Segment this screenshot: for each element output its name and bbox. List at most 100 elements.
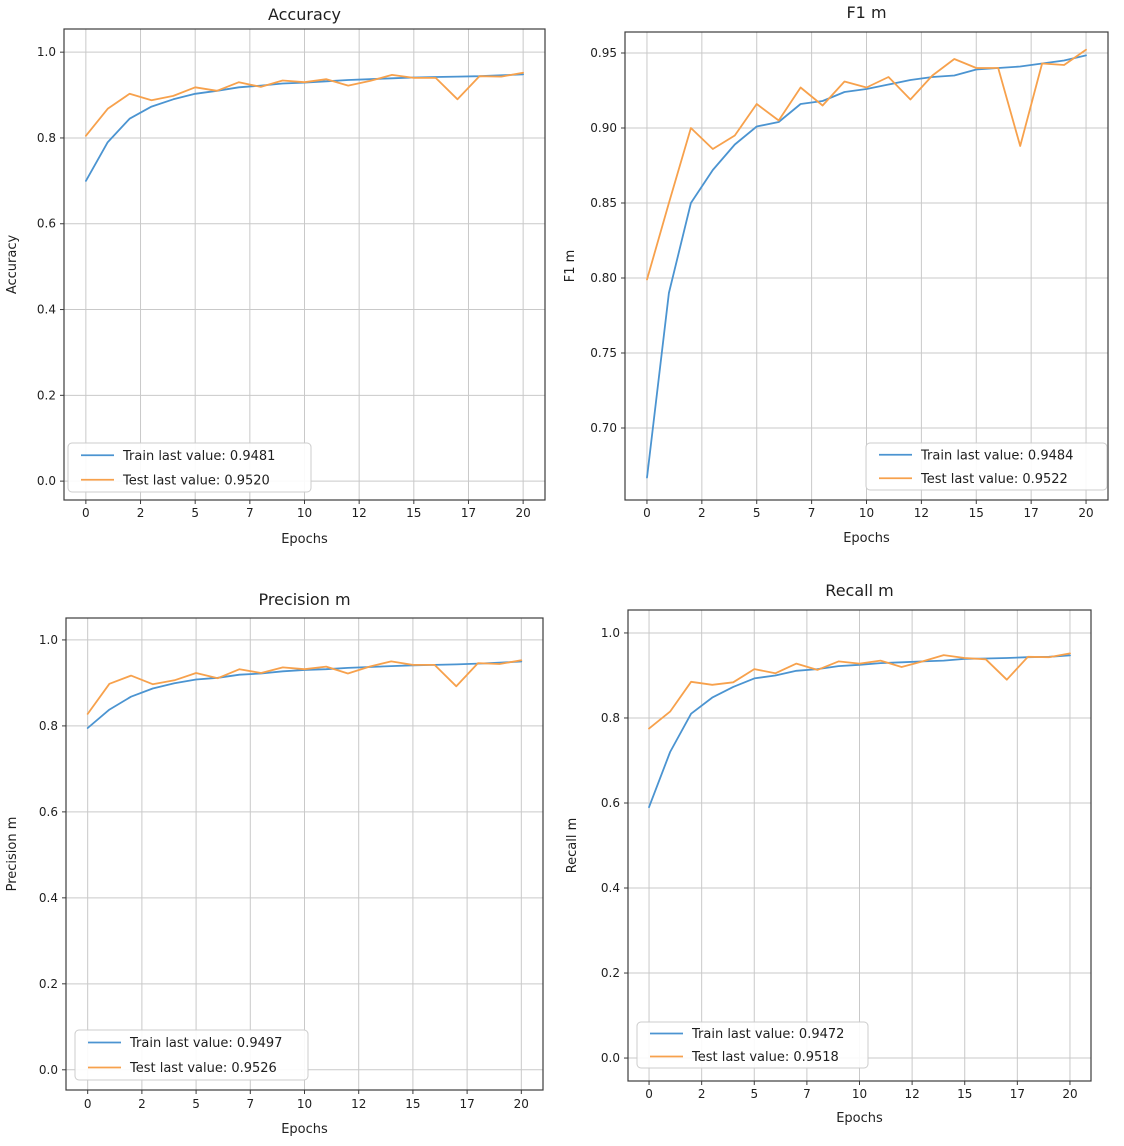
accuracy-ytick-label: 1.0 bbox=[37, 45, 56, 59]
accuracy-grid bbox=[64, 29, 545, 500]
recall-title: Recall m bbox=[825, 581, 893, 600]
accuracy-xtick-label: 0 bbox=[82, 506, 90, 520]
accuracy-legend-label-train: Train last value: 0.9481 bbox=[122, 449, 275, 464]
recall-ytick-label: 0.0 bbox=[601, 1051, 620, 1065]
precision-ytick-label: 0.6 bbox=[39, 805, 58, 819]
recall-xtick-label: 20 bbox=[1062, 1087, 1077, 1101]
precision-grid bbox=[66, 618, 543, 1090]
precision-xtick-label: 12 bbox=[351, 1097, 366, 1111]
f1-xtick-label: 2 bbox=[698, 506, 706, 520]
chart-recall: 0 2 5 7 10 12 15 17 20 0.0 0.2 0.4 0.6 0.8 1.0 Recall m… bbox=[562, 573, 1124, 1146]
f1-test-line bbox=[646, 48, 1087, 281]
precision-title: Precision m bbox=[258, 590, 350, 609]
f1-title: F1 m bbox=[846, 3, 886, 22]
precision-xtick-label: 20 bbox=[514, 1097, 529, 1111]
precision-xtick-label: 17 bbox=[459, 1097, 474, 1111]
accuracy-title: Accuracy bbox=[268, 5, 341, 24]
f1-ticks: 0 2 5 7 10 12 15 17 20 0.70 0.75 0.80 0.85 0.90 0.95 bbox=[590, 46, 1093, 520]
f1-xtick-label: 20 bbox=[1078, 506, 1093, 520]
recall-xtick-label: 12 bbox=[904, 1087, 919, 1101]
chart-f1: 0 2 5 7 10 12 15 17 20 0.70 0.75 0.80 0.85 0.90 0.95 F1… bbox=[562, 0, 1124, 573]
accuracy-legend: Train last value: 0.9481 Test last value:… bbox=[67, 442, 312, 493]
precision-ytick-label: 0.4 bbox=[39, 891, 58, 905]
f1-xtick-label: 15 bbox=[969, 506, 984, 520]
f1-train-line bbox=[646, 54, 1087, 479]
recall-ticks: 0 2 5 7 10 12 15 17 20 0.0 0.2 0.4 0.6 0.8 1.0 bbox=[601, 626, 1078, 1101]
f1-xtick-label: 0 bbox=[643, 506, 651, 520]
accuracy-xlabel: Epochs bbox=[281, 532, 328, 547]
precision-xtick-label: 2 bbox=[138, 1097, 146, 1111]
precision-xtick-label: 15 bbox=[405, 1097, 420, 1111]
precision-ytick-label: 1.0 bbox=[39, 633, 58, 647]
recall-xtick-label: 5 bbox=[750, 1087, 758, 1101]
f1-ytick-label: 0.85 bbox=[590, 196, 617, 210]
f1-xtick-label: 7 bbox=[808, 506, 816, 520]
f1-xlabel: Epochs bbox=[843, 531, 890, 546]
precision-xtick-label: 10 bbox=[297, 1097, 312, 1111]
accuracy-test-line bbox=[85, 71, 524, 137]
f1-ylabel: F1 m bbox=[563, 250, 578, 283]
precision-ytick-label: 0.0 bbox=[39, 1063, 58, 1077]
chart-accuracy: 0 2 5 7 10 12 15 17 20 0.0 0.2 0.4 0.6 0.8 1.0 Accuracy… bbox=[0, 0, 562, 573]
precision-ytick-label: 0.8 bbox=[39, 719, 58, 733]
recall-ytick-label: 0.4 bbox=[601, 881, 620, 895]
recall-plot-svg: 0 2 5 7 10 12 15 17 20 0.0 0.2 0.4 0.6 0.8 1.0 Recall m… bbox=[565, 581, 1092, 1126]
f1-xtick-label: 12 bbox=[914, 506, 929, 520]
accuracy-ylabel: Accuracy bbox=[5, 235, 20, 295]
accuracy-ytick-label: 0.4 bbox=[37, 303, 56, 317]
accuracy-xtick-label: 7 bbox=[246, 506, 254, 520]
accuracy-xtick-label: 12 bbox=[352, 506, 367, 520]
recall-train-line bbox=[648, 654, 1071, 809]
recall-xtick-label: 0 bbox=[645, 1087, 653, 1101]
precision-ylabel: Precision m bbox=[5, 817, 20, 892]
recall-grid bbox=[628, 610, 1091, 1081]
accuracy-ytick-label: 0.8 bbox=[37, 131, 56, 145]
accuracy-xtick-label: 15 bbox=[406, 506, 421, 520]
recall-legend: Train last value: 0.9472 Test last value:… bbox=[636, 1021, 869, 1069]
recall-test-line bbox=[648, 652, 1071, 730]
f1-xtick-label: 10 bbox=[859, 506, 874, 520]
precision-legend: Train last value: 0.9497 Test last value:… bbox=[74, 1029, 309, 1081]
recall-ytick-label: 0.2 bbox=[601, 966, 620, 980]
precision-ytick-label: 0.2 bbox=[39, 977, 58, 991]
f1-legend-label-train: Train last value: 0.9484 bbox=[920, 448, 1073, 463]
recall-xtick-label: 15 bbox=[957, 1087, 972, 1101]
accuracy-xtick-label: 20 bbox=[515, 506, 530, 520]
recall-xtick-label: 10 bbox=[852, 1087, 867, 1101]
precision-xtick-label: 7 bbox=[246, 1097, 254, 1111]
f1-legend: Train last value: 0.9484 Test last value:… bbox=[865, 442, 1108, 491]
precision-legend-label-test: Test last value: 0.9526 bbox=[129, 1061, 277, 1076]
f1-grid bbox=[625, 32, 1108, 500]
accuracy-plot-svg: 0 2 5 7 10 12 15 17 20 0.0 0.2 0.4 0.6 0.8 1.0 Accuracy… bbox=[5, 5, 546, 547]
f1-ytick-label: 0.80 bbox=[590, 271, 617, 285]
accuracy-ticks: 0 2 5 7 10 12 15 17 20 0.0 0.2 0.4 0.6 0.8 1.0 bbox=[37, 45, 531, 520]
precision-legend-label-train: Train last value: 0.9497 bbox=[129, 1036, 282, 1051]
accuracy-xtick-label: 5 bbox=[191, 506, 199, 520]
f1-xtick-label: 17 bbox=[1024, 506, 1039, 520]
accuracy-ytick-label: 0.0 bbox=[37, 474, 56, 488]
precision-test-line bbox=[86, 659, 523, 715]
f1-xtick-label: 5 bbox=[753, 506, 761, 520]
f1-ytick-label: 0.75 bbox=[590, 346, 617, 360]
f1-ytick-label: 0.70 bbox=[590, 421, 617, 435]
f1-ytick-label: 0.95 bbox=[590, 46, 617, 60]
precision-xtick-label: 5 bbox=[192, 1097, 200, 1111]
recall-xtick-label: 2 bbox=[698, 1087, 706, 1101]
recall-legend-label-test: Test last value: 0.9518 bbox=[691, 1050, 839, 1065]
recall-ytick-label: 0.6 bbox=[601, 796, 620, 810]
precision-plot-svg: 0 2 5 7 10 12 15 17 20 0.0 0.2 0.4 0.6 0.8 1.0 Precisio… bbox=[5, 590, 544, 1137]
recall-xlabel: Epochs bbox=[836, 1111, 883, 1126]
accuracy-legend-label-test: Test last value: 0.9520 bbox=[122, 473, 270, 488]
accuracy-ytick-label: 0.2 bbox=[37, 388, 56, 402]
recall-xtick-label: 7 bbox=[803, 1087, 811, 1101]
f1-ytick-label: 0.90 bbox=[590, 121, 617, 135]
f1-legend-label-test: Test last value: 0.9522 bbox=[920, 472, 1068, 487]
recall-xtick-label: 17 bbox=[1010, 1087, 1025, 1101]
accuracy-xtick-label: 10 bbox=[297, 506, 312, 520]
precision-xtick-label: 0 bbox=[84, 1097, 92, 1111]
accuracy-ytick-label: 0.6 bbox=[37, 217, 56, 231]
accuracy-xtick-label: 17 bbox=[461, 506, 476, 520]
chart-precision: 0 2 5 7 10 12 15 17 20 0.0 0.2 0.4 0.6 0.8 1.0 Precisio… bbox=[0, 573, 562, 1146]
recall-ytick-label: 1.0 bbox=[601, 626, 620, 640]
